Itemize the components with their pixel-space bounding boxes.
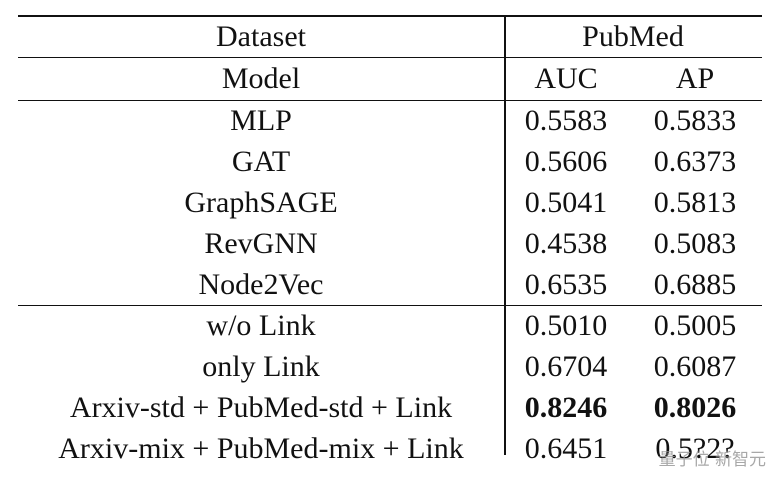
model-cell: GraphSAGE [18, 183, 504, 224]
watermark-logo: 量子位 新智元 [659, 445, 766, 470]
ap-cell: 0.5813 [628, 183, 762, 224]
model-cell: Arxiv-mix + PubMed-mix + Link [18, 428, 504, 469]
header-pubmed: PubMed [504, 16, 762, 57]
model-cell: w/o Link [18, 306, 504, 347]
header-model: Model [18, 58, 504, 99]
ap-cell: 0.6373 [628, 142, 762, 183]
auc-cell: 0.5041 [504, 183, 628, 224]
model-cell: RevGNN [18, 223, 504, 264]
auc-cell: 0.5606 [504, 142, 628, 183]
header-ap: AP [628, 58, 762, 99]
model-cell: Arxiv-std + PubMed-std + Link [18, 388, 504, 429]
ap-cell: 0.8026 [628, 388, 762, 429]
header-dataset: Dataset [18, 16, 504, 57]
header-auc: AUC [504, 58, 628, 99]
auc-cell: 0.6451 [504, 428, 628, 469]
model-cell: MLP [18, 101, 504, 142]
model-cell: only Link [18, 347, 504, 388]
auc-cell: 0.6704 [504, 347, 628, 388]
ap-cell: 0.6087 [628, 347, 762, 388]
auc-cell: 0.4538 [504, 223, 628, 264]
auc-cell: 0.5010 [504, 306, 628, 347]
model-cell: Node2Vec [18, 264, 504, 305]
auc-cell: 0.6535 [504, 264, 628, 305]
auc-cell: 0.8246 [504, 388, 628, 429]
model-cell: GAT [18, 142, 504, 183]
ap-cell: 0.5833 [628, 101, 762, 142]
ap-cell: 0.5005 [628, 306, 762, 347]
ap-cell: 0.5083 [628, 223, 762, 264]
ap-cell: 0.6885 [628, 264, 762, 305]
auc-cell: 0.5583 [504, 101, 628, 142]
